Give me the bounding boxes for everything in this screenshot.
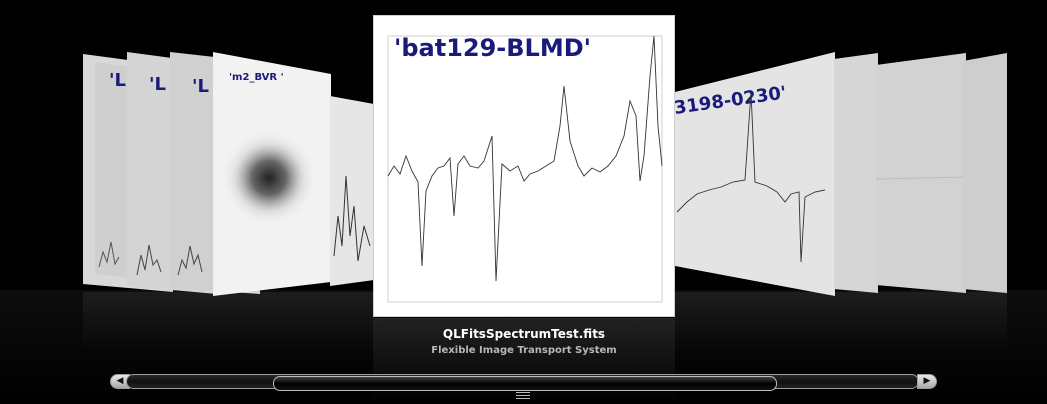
file-name-caption: QLFitsSpectrumTest.fits [442, 327, 606, 341]
cover-center-label: 'bat129-BLMD' [394, 34, 591, 62]
cover-left-2-label: 'L [149, 74, 166, 95]
cover-left-reflection [83, 292, 373, 352]
cover-right-3[interactable] [876, 53, 966, 293]
coverflow-scrollbar[interactable]: ◀ ▶ [110, 373, 937, 391]
cover-left-1-label: 'L [109, 70, 126, 91]
scroll-track[interactable] [126, 374, 919, 391]
cover-right-4[interactable] [963, 53, 1007, 293]
cover-right-1[interactable]: 3198-0230' [675, 52, 835, 296]
cover-right-2[interactable] [834, 53, 878, 293]
scroll-thumb[interactable] [273, 376, 777, 391]
cover-left-3-label: 'L [192, 76, 209, 97]
cover-left-4[interactable]: 'm2_BVR ' [213, 52, 331, 296]
cover-center[interactable]: 'bat129-BLMD' [373, 15, 675, 317]
cover-right-reflection [675, 292, 1007, 352]
cover-left-4-label: 'm2_BVR ' [229, 72, 284, 83]
scroll-right-arrow-icon[interactable]: ▶ [917, 374, 937, 389]
cover-left-5[interactable] [330, 96, 374, 286]
file-kind-caption: Flexible Image Transport System [431, 345, 617, 356]
resize-grip-icon[interactable] [516, 392, 530, 400]
